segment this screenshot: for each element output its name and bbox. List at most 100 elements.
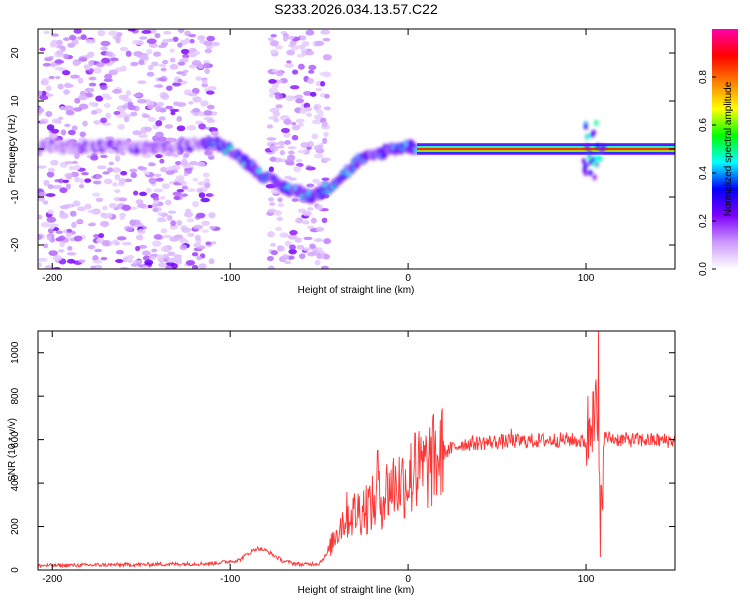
noise-blob xyxy=(189,38,195,44)
noise-blob xyxy=(201,229,209,233)
noise-blob xyxy=(269,40,279,47)
y-tick-label: 800 xyxy=(10,387,21,404)
noise-blob xyxy=(119,266,129,269)
noise-blob xyxy=(62,179,70,184)
disturbance-blob xyxy=(583,162,588,169)
noise-blob xyxy=(112,182,118,187)
noise-blob xyxy=(285,161,295,166)
noise-blob xyxy=(130,111,138,117)
disturbance-blob xyxy=(585,143,590,150)
noise-blob xyxy=(55,75,61,80)
noise-blob xyxy=(322,37,331,42)
noise-blob xyxy=(46,171,55,178)
noise-blob xyxy=(115,250,124,255)
noise-blob xyxy=(58,235,66,241)
noise-blob xyxy=(302,220,310,225)
noise-blob xyxy=(79,131,86,138)
noise-blob xyxy=(67,245,73,251)
noise-blob xyxy=(66,173,73,180)
noise-blob xyxy=(268,92,275,98)
colorbar-label: Normalized spectral amplitude xyxy=(723,81,734,216)
noise-blob xyxy=(268,78,277,84)
noise-blob xyxy=(267,208,277,213)
noise-blob xyxy=(162,234,173,239)
noise-blob xyxy=(63,105,74,112)
noise-blob xyxy=(204,150,212,156)
noise-blob xyxy=(281,254,290,261)
noise-blob xyxy=(211,241,217,245)
noise-blob xyxy=(172,36,179,42)
noise-blob xyxy=(176,125,186,132)
noise-blob xyxy=(58,116,64,121)
noise-blob xyxy=(114,173,121,181)
noise-blob xyxy=(184,37,191,44)
noise-blob xyxy=(119,212,126,218)
noise-blob xyxy=(46,216,57,223)
noise-blob xyxy=(47,228,55,234)
noise-blob xyxy=(71,221,77,229)
noise-blob xyxy=(110,57,119,62)
noise-blob xyxy=(269,145,279,152)
noise-blob xyxy=(108,30,118,36)
noise-blob xyxy=(73,29,82,34)
noise-blob xyxy=(123,116,130,123)
noise-blob xyxy=(207,147,217,152)
noise-blob xyxy=(48,133,59,139)
noise-blob xyxy=(165,265,173,269)
noise-blob xyxy=(130,62,138,67)
noise-blob xyxy=(195,76,202,81)
noise-blob xyxy=(286,154,296,161)
noise-blob xyxy=(267,37,274,41)
noise-blob xyxy=(313,153,324,159)
noise-blob xyxy=(137,166,148,171)
noise-blob xyxy=(43,30,51,35)
noise-blob xyxy=(51,33,59,37)
noise-blob xyxy=(132,39,140,45)
noise-blob xyxy=(42,62,52,67)
noise-blob xyxy=(203,62,210,69)
noise-blob xyxy=(137,228,146,235)
noise-blob xyxy=(203,110,213,116)
noise-blob xyxy=(284,140,291,145)
noise-blob xyxy=(42,200,49,205)
colorbar-ticks: 0.0 0.2 0.4 0.6 0.8 xyxy=(698,70,716,276)
snr-frame xyxy=(37,330,676,571)
noise-blob xyxy=(270,242,276,247)
noise-blob xyxy=(177,42,183,48)
noise-blob xyxy=(95,174,103,179)
noise-blob xyxy=(88,101,97,107)
noise-blob xyxy=(291,134,299,141)
noise-blob xyxy=(137,80,147,84)
noise-blob xyxy=(46,124,55,131)
noise-blob xyxy=(203,41,213,46)
noise-blob xyxy=(78,94,88,101)
noise-blob xyxy=(156,101,165,107)
noise-blob xyxy=(208,212,216,219)
noise-blob xyxy=(188,92,198,97)
x-tick-label: 0 xyxy=(405,574,411,585)
noise-blob xyxy=(51,118,61,124)
noise-blob xyxy=(75,219,84,224)
noise-blob xyxy=(177,237,186,242)
noise-blob xyxy=(160,67,167,72)
noise-blob xyxy=(191,87,200,95)
noise-blob xyxy=(304,106,313,112)
noise-blob xyxy=(114,189,121,194)
noise-blob xyxy=(84,64,91,71)
noise-blob xyxy=(284,63,295,68)
noise-blob xyxy=(106,212,113,219)
noise-blob xyxy=(272,110,281,117)
spectrogram-tone xyxy=(416,143,675,155)
noise-blob xyxy=(183,172,189,177)
y-tick-label: 20 xyxy=(10,47,21,59)
noise-blob xyxy=(137,54,148,59)
noise-blob xyxy=(323,106,331,111)
disturbance-blob xyxy=(587,150,592,157)
noise-blob xyxy=(64,123,71,127)
noise-blob xyxy=(184,211,194,218)
noise-blob xyxy=(100,154,108,159)
noise-blob xyxy=(74,164,81,171)
noise-blob xyxy=(177,78,183,83)
noise-blob xyxy=(92,180,102,185)
noise-blob xyxy=(126,254,135,259)
